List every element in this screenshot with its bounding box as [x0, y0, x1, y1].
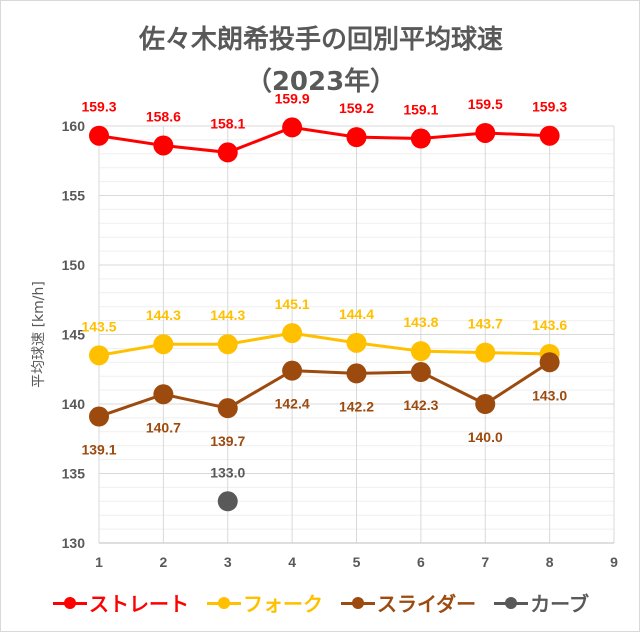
data-label: 159.3	[81, 99, 116, 115]
x-tick-label: 5	[353, 554, 361, 570]
data-point	[539, 125, 560, 146]
data-label: 133.0	[210, 464, 245, 480]
data-point	[282, 323, 303, 344]
data-point	[346, 127, 367, 148]
y-tick-label: 150	[62, 257, 86, 273]
data-point	[89, 406, 109, 427]
data-point	[539, 352, 560, 373]
legend-marker-icon	[494, 596, 529, 610]
legend-label: スライダー	[376, 592, 477, 616]
x-tick-label: 8	[546, 554, 554, 570]
data-point	[410, 362, 431, 383]
y-tick-label: 145	[62, 327, 86, 343]
data-label: 158.6	[146, 108, 181, 124]
data-label: 143.8	[403, 314, 438, 330]
legend-marker-icon	[52, 596, 87, 610]
data-label: 143.0	[532, 387, 567, 403]
data-point	[282, 117, 303, 138]
legend-item: スライダー	[340, 588, 477, 617]
data-label: 144.4	[339, 306, 374, 322]
data-point	[217, 334, 238, 355]
data-label: 159.2	[339, 100, 374, 116]
data-point	[410, 341, 431, 362]
data-point	[282, 360, 303, 381]
y-tick-label: 140	[62, 396, 86, 412]
y-tick-label: 160	[62, 118, 86, 134]
data-label: 144.3	[146, 307, 181, 323]
data-label: 159.5	[468, 96, 503, 112]
data-label: 140.7	[146, 419, 181, 435]
data-point	[217, 142, 238, 163]
data-point	[475, 342, 496, 363]
data-point	[153, 135, 174, 156]
legend-label: フォーク	[242, 592, 323, 616]
data-point	[475, 122, 496, 143]
x-tick-label: 2	[159, 554, 167, 570]
data-point	[89, 125, 109, 146]
data-point	[89, 345, 109, 366]
data-label: 140.0	[468, 429, 503, 445]
legend: ストレート フォーク スライダー カーブ	[1, 588, 639, 617]
data-label: 139.1	[81, 442, 116, 458]
data-label: 159.1	[403, 102, 438, 118]
y-tick-label: 155	[62, 188, 86, 204]
legend-item: フォーク	[206, 588, 323, 617]
data-point	[153, 384, 174, 405]
x-tick-label: 6	[417, 554, 425, 570]
data-point	[153, 334, 174, 355]
data-label: 139.7	[210, 433, 245, 449]
data-label: 142.2	[339, 398, 374, 414]
legend-label: ストレート	[88, 592, 189, 616]
data-label: 143.5	[81, 318, 116, 334]
data-label: 159.9	[275, 90, 310, 106]
y-tick-label: 130	[62, 535, 86, 551]
data-label: 142.4	[275, 396, 310, 412]
series-line	[98, 361, 551, 418]
legend-marker-icon	[340, 596, 375, 610]
data-point	[475, 394, 496, 414]
data-point	[410, 128, 431, 149]
chart-subtitle: （2023年）	[245, 67, 397, 97]
x-tick-label: 3	[224, 554, 232, 570]
data-point	[346, 332, 367, 353]
legend-label: カーブ	[530, 592, 589, 616]
x-tick-label: 9	[610, 554, 618, 570]
data-label: 144.3	[210, 307, 245, 323]
data-label: 143.6	[532, 317, 567, 333]
data-label: 143.7	[468, 316, 503, 332]
legend-item: カーブ	[494, 588, 589, 617]
y-axis-label: 平均球速 [km/h]	[31, 281, 47, 388]
series-line	[98, 125, 550, 154]
x-tick-label: 4	[288, 554, 296, 570]
data-label: 159.3	[532, 99, 567, 115]
data-label: 158.1	[210, 115, 245, 131]
data-point	[346, 363, 367, 384]
data-label: 142.3	[403, 397, 438, 413]
x-tick-label: 7	[481, 554, 489, 570]
data-label: 145.1	[275, 296, 310, 312]
data-point	[217, 491, 238, 512]
legend-marker-icon	[206, 596, 241, 610]
y-tick-label: 135	[62, 466, 86, 482]
data-point	[217, 398, 238, 419]
series-line	[98, 331, 550, 357]
chart-title: 佐々木朗希投手の回別平均球速	[138, 25, 503, 55]
legend-item: ストレート	[52, 588, 189, 617]
x-tick-label: 1	[95, 554, 103, 570]
